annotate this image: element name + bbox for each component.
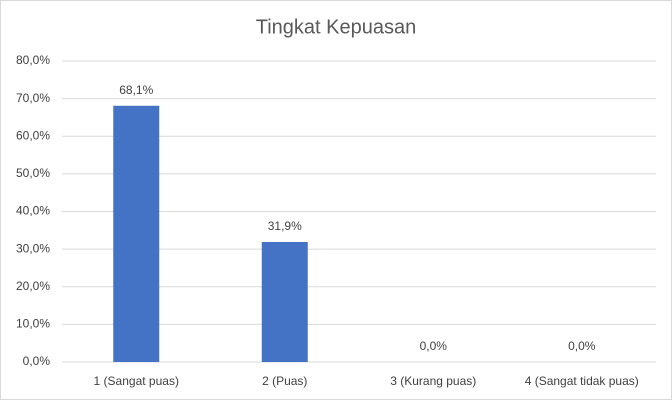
data-label: 31,9% [268, 219, 302, 233]
x-tick-label: 1 (Sangat puas) [94, 374, 179, 388]
data-label: 0,0% [568, 339, 596, 353]
bar [113, 105, 160, 363]
bar [261, 241, 308, 362]
chart-title: Tingkat Kepuasan [256, 16, 416, 38]
y-tick-label: 20,0% [16, 279, 50, 293]
x-tick-label: 4 (Sangat tidak puas) [525, 374, 639, 388]
data-label: 68,1% [119, 83, 153, 97]
y-tick-label: 50,0% [16, 166, 50, 180]
y-tick-label: 70,0% [16, 91, 50, 105]
x-tick-label: 2 (Puas) [262, 374, 307, 388]
y-tick-label: 0,0% [23, 354, 51, 368]
data-label: 0,0% [420, 339, 448, 353]
y-tick-label: 40,0% [16, 204, 50, 218]
y-tick-label: 30,0% [16, 241, 50, 255]
x-tick-label: 3 (Kurang puas) [390, 374, 476, 388]
y-tick-label: 60,0% [16, 128, 50, 142]
y-tick-label: 80,0% [16, 53, 50, 67]
y-tick-label: 10,0% [16, 317, 50, 331]
